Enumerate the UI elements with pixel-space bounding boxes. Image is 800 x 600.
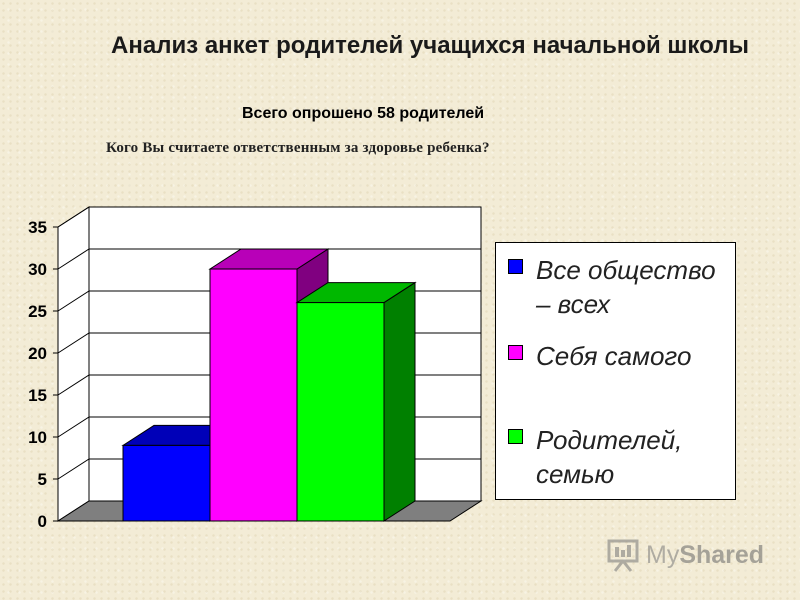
bar-side [383,281,416,522]
chart-bars [121,248,417,522]
y-tick-label: 30 [28,260,47,279]
y-tick-label: 20 [28,344,47,363]
y-tick-label: 5 [38,470,47,489]
y-tick-label: 35 [28,218,47,237]
bar-front [296,302,385,522]
legend-label-society: Все общество – всех [536,255,716,319]
legend-label-self: Себя самого [536,341,692,371]
legend-swatch-parents [508,429,523,444]
y-tick-label: 15 [28,386,47,405]
gridline [57,248,481,270]
legend-swatch-society [508,259,523,274]
y-tick-label: 10 [28,428,47,447]
y-tick-label: 25 [28,302,47,321]
gridline [57,206,481,228]
bar-front [122,444,211,522]
y-axis: 0 5 10 15 20 25 30 35 [28,218,59,531]
chart-gridlines [57,206,481,480]
legend-swatch-self [508,345,523,360]
presentation-board-icon [607,539,639,572]
bar-front [209,268,298,522]
chart-legend: Все общество – всех Себя самого Родителе… [495,242,736,500]
legend-label-parents: Родителей, семью [536,425,683,489]
bar-3 [295,281,417,522]
y-tick-label: 0 [38,512,47,531]
chart-side-wall [57,206,90,522]
survey-count-subtitle: Всего опрошено 58 родителей [242,105,485,122]
page-title: Анализ анкет родителей учащихся начально… [111,32,749,59]
watermark-text: MyShared [646,540,765,569]
survey-question: Кого Вы считаете ответственным за здоров… [106,140,490,156]
myshared-watermark: MyShared [606,535,764,575]
